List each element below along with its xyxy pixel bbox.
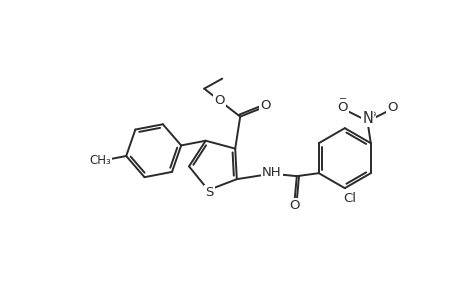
Text: O: O	[213, 94, 224, 107]
Text: O: O	[386, 101, 397, 114]
Text: −: −	[338, 94, 346, 104]
Text: Cl: Cl	[342, 192, 356, 205]
Text: ⊕: ⊕	[367, 110, 375, 119]
Text: NH: NH	[262, 166, 281, 179]
Text: O: O	[259, 99, 270, 112]
Text: O: O	[289, 199, 299, 212]
Text: O: O	[337, 101, 347, 114]
Text: CH₃: CH₃	[90, 154, 111, 167]
Text: N: N	[362, 111, 372, 126]
Text: S: S	[205, 186, 213, 199]
